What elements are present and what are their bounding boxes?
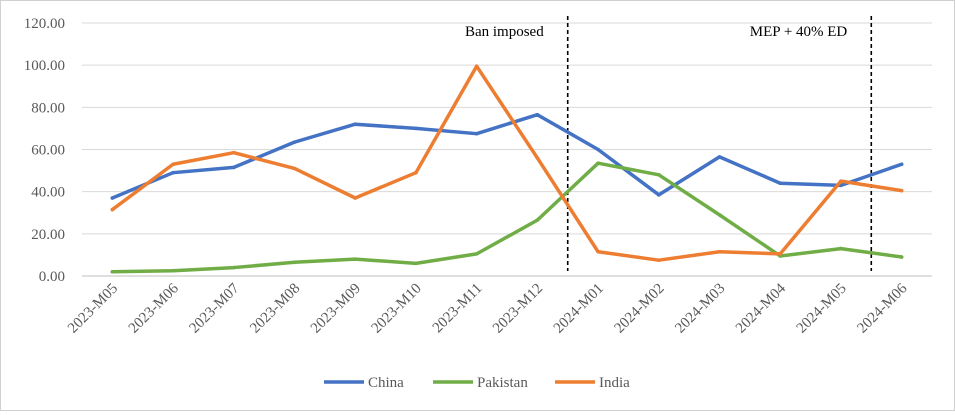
data-point-india — [110, 207, 115, 212]
data-point-china — [474, 131, 479, 136]
x-tick-label: 2023-M12 — [490, 281, 546, 337]
x-tick-label: 2023-M05 — [65, 281, 121, 337]
data-point-india — [414, 170, 418, 175]
data-point-india — [171, 162, 175, 167]
x-tick-label: 2024-M03 — [672, 281, 728, 337]
data-point-pakistan — [171, 268, 175, 273]
data-point-india — [899, 188, 904, 193]
data-point-pakistan — [535, 218, 540, 222]
data-point-china — [596, 147, 600, 152]
y-tick-label: 20.00 — [31, 227, 65, 243]
data-point-china — [292, 140, 297, 144]
x-tick-label: 2023-M10 — [369, 281, 425, 337]
data-point-china — [778, 181, 783, 186]
x-tick-label: 2023-M08 — [247, 281, 303, 337]
data-point-pakistan — [231, 265, 236, 270]
gridlines — [82, 22, 932, 277]
x-tick-label: 2023-M06 — [126, 280, 182, 336]
x-axis-ticks: 2023-M05 2023-M06 2023-M07 2023-M08 2023-M09… — [65, 280, 911, 336]
data-point-pakistan — [899, 255, 904, 259]
data-point-india — [231, 150, 236, 155]
x-tick-label: 2024-M02 — [612, 281, 668, 337]
y-tick-label: 40.00 — [31, 185, 65, 201]
data-point-india — [596, 249, 600, 254]
data-point-china — [717, 155, 722, 159]
annotation-label: Ban imposed — [465, 24, 544, 40]
data-point-india — [778, 252, 783, 256]
annotations: Ban imposed MEP + 40% ED — [465, 16, 873, 271]
data-point-india — [474, 64, 479, 69]
data-point-china — [656, 193, 661, 197]
data-point-china — [535, 112, 540, 117]
data-point-india — [535, 156, 540, 160]
data-point-pakistan — [717, 213, 722, 217]
series-lines — [110, 64, 904, 274]
data-point-india — [839, 179, 843, 183]
x-tick-label: 2023-M11 — [430, 281, 486, 337]
x-tick-label: 2023-M09 — [308, 281, 364, 337]
data-point-china — [899, 162, 904, 167]
data-point-pakistan — [110, 269, 115, 274]
y-tick-label: 0.00 — [39, 269, 65, 285]
data-point-china — [353, 122, 358, 126]
data-point-pakistan — [656, 173, 661, 177]
y-tick-label: 120.00 — [24, 16, 65, 32]
data-point-india — [656, 258, 661, 262]
series-line-india — [110, 64, 904, 262]
legend-label: Pakistan — [477, 375, 528, 391]
data-point-china — [231, 165, 236, 170]
x-tick-label: 2023-M07 — [187, 280, 243, 336]
y-axis-ticks: 0.00 20.00 40.00 60.00 80.00 100.00 120.00 — [24, 16, 65, 285]
series-line-pakistan — [110, 161, 904, 274]
data-point-pakistan — [353, 257, 358, 261]
y-tick-label: 80.00 — [31, 100, 65, 116]
data-point-india — [353, 196, 358, 200]
y-tick-label: 100.00 — [24, 58, 65, 74]
x-tick-label: 2024-M05 — [794, 281, 850, 337]
data-point-india — [717, 249, 722, 254]
data-point-china — [110, 196, 115, 200]
series-line-china — [110, 112, 904, 200]
data-point-pakistan — [596, 161, 600, 166]
x-tick-label: 2024-M01 — [551, 281, 607, 337]
data-point-pakistan — [292, 260, 297, 265]
legend-label: India — [599, 375, 630, 391]
data-point-pakistan — [414, 261, 418, 266]
data-point-india — [292, 166, 297, 171]
x-tick-label: 2024-M06 — [854, 280, 910, 336]
data-point-china — [171, 170, 175, 175]
legend: China Pakistan India — [324, 375, 630, 391]
y-tick-label: 60.00 — [31, 143, 65, 159]
data-point-china — [414, 126, 418, 131]
annotation-label: MEP + 40% ED — [750, 24, 848, 40]
x-tick-label: 2024-M04 — [733, 280, 789, 336]
data-point-pakistan — [474, 252, 479, 256]
data-point-pakistan — [839, 246, 843, 251]
legend-label: China — [368, 375, 404, 391]
